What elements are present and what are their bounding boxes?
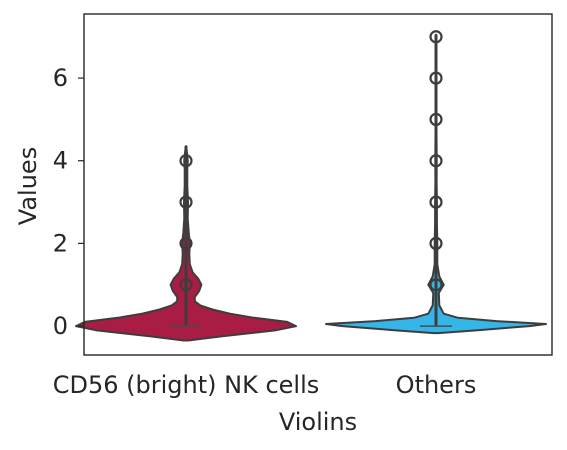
violin-1 [75,145,297,342]
x-tick-label: Others [396,371,477,399]
y-axis-title: Values [14,147,42,225]
violin-2 [325,30,547,335]
y-tick-label: 6 [53,64,68,92]
y-tick-label: 2 [53,229,68,257]
outlier-point [179,278,193,292]
violin-layer [75,30,547,342]
outlier-point [429,195,443,209]
outlier-point [179,195,193,209]
y-tick-label: 4 [53,147,68,175]
outlier-point [429,71,443,85]
outlier-point [429,30,443,44]
y-axis: 0 2 4 6 [53,64,84,340]
plot-frame [83,13,553,356]
outlier-point [179,154,193,168]
x-axis: CD56 (bright) NK cells Others [53,371,477,399]
x-tick-label: CD56 (bright) NK cells [53,371,320,399]
y-tick-label: 0 [53,312,68,340]
outlier-point [429,278,443,292]
outlier-point [179,236,193,250]
outlier-point [429,236,443,250]
x-axis-title: Violins [279,408,357,436]
outlier-point [429,112,443,127]
outlier-point [429,154,443,168]
